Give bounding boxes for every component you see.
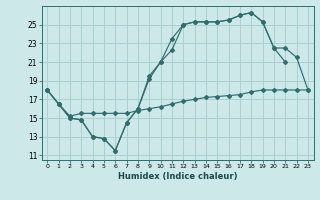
X-axis label: Humidex (Indice chaleur): Humidex (Indice chaleur) [118, 172, 237, 181]
